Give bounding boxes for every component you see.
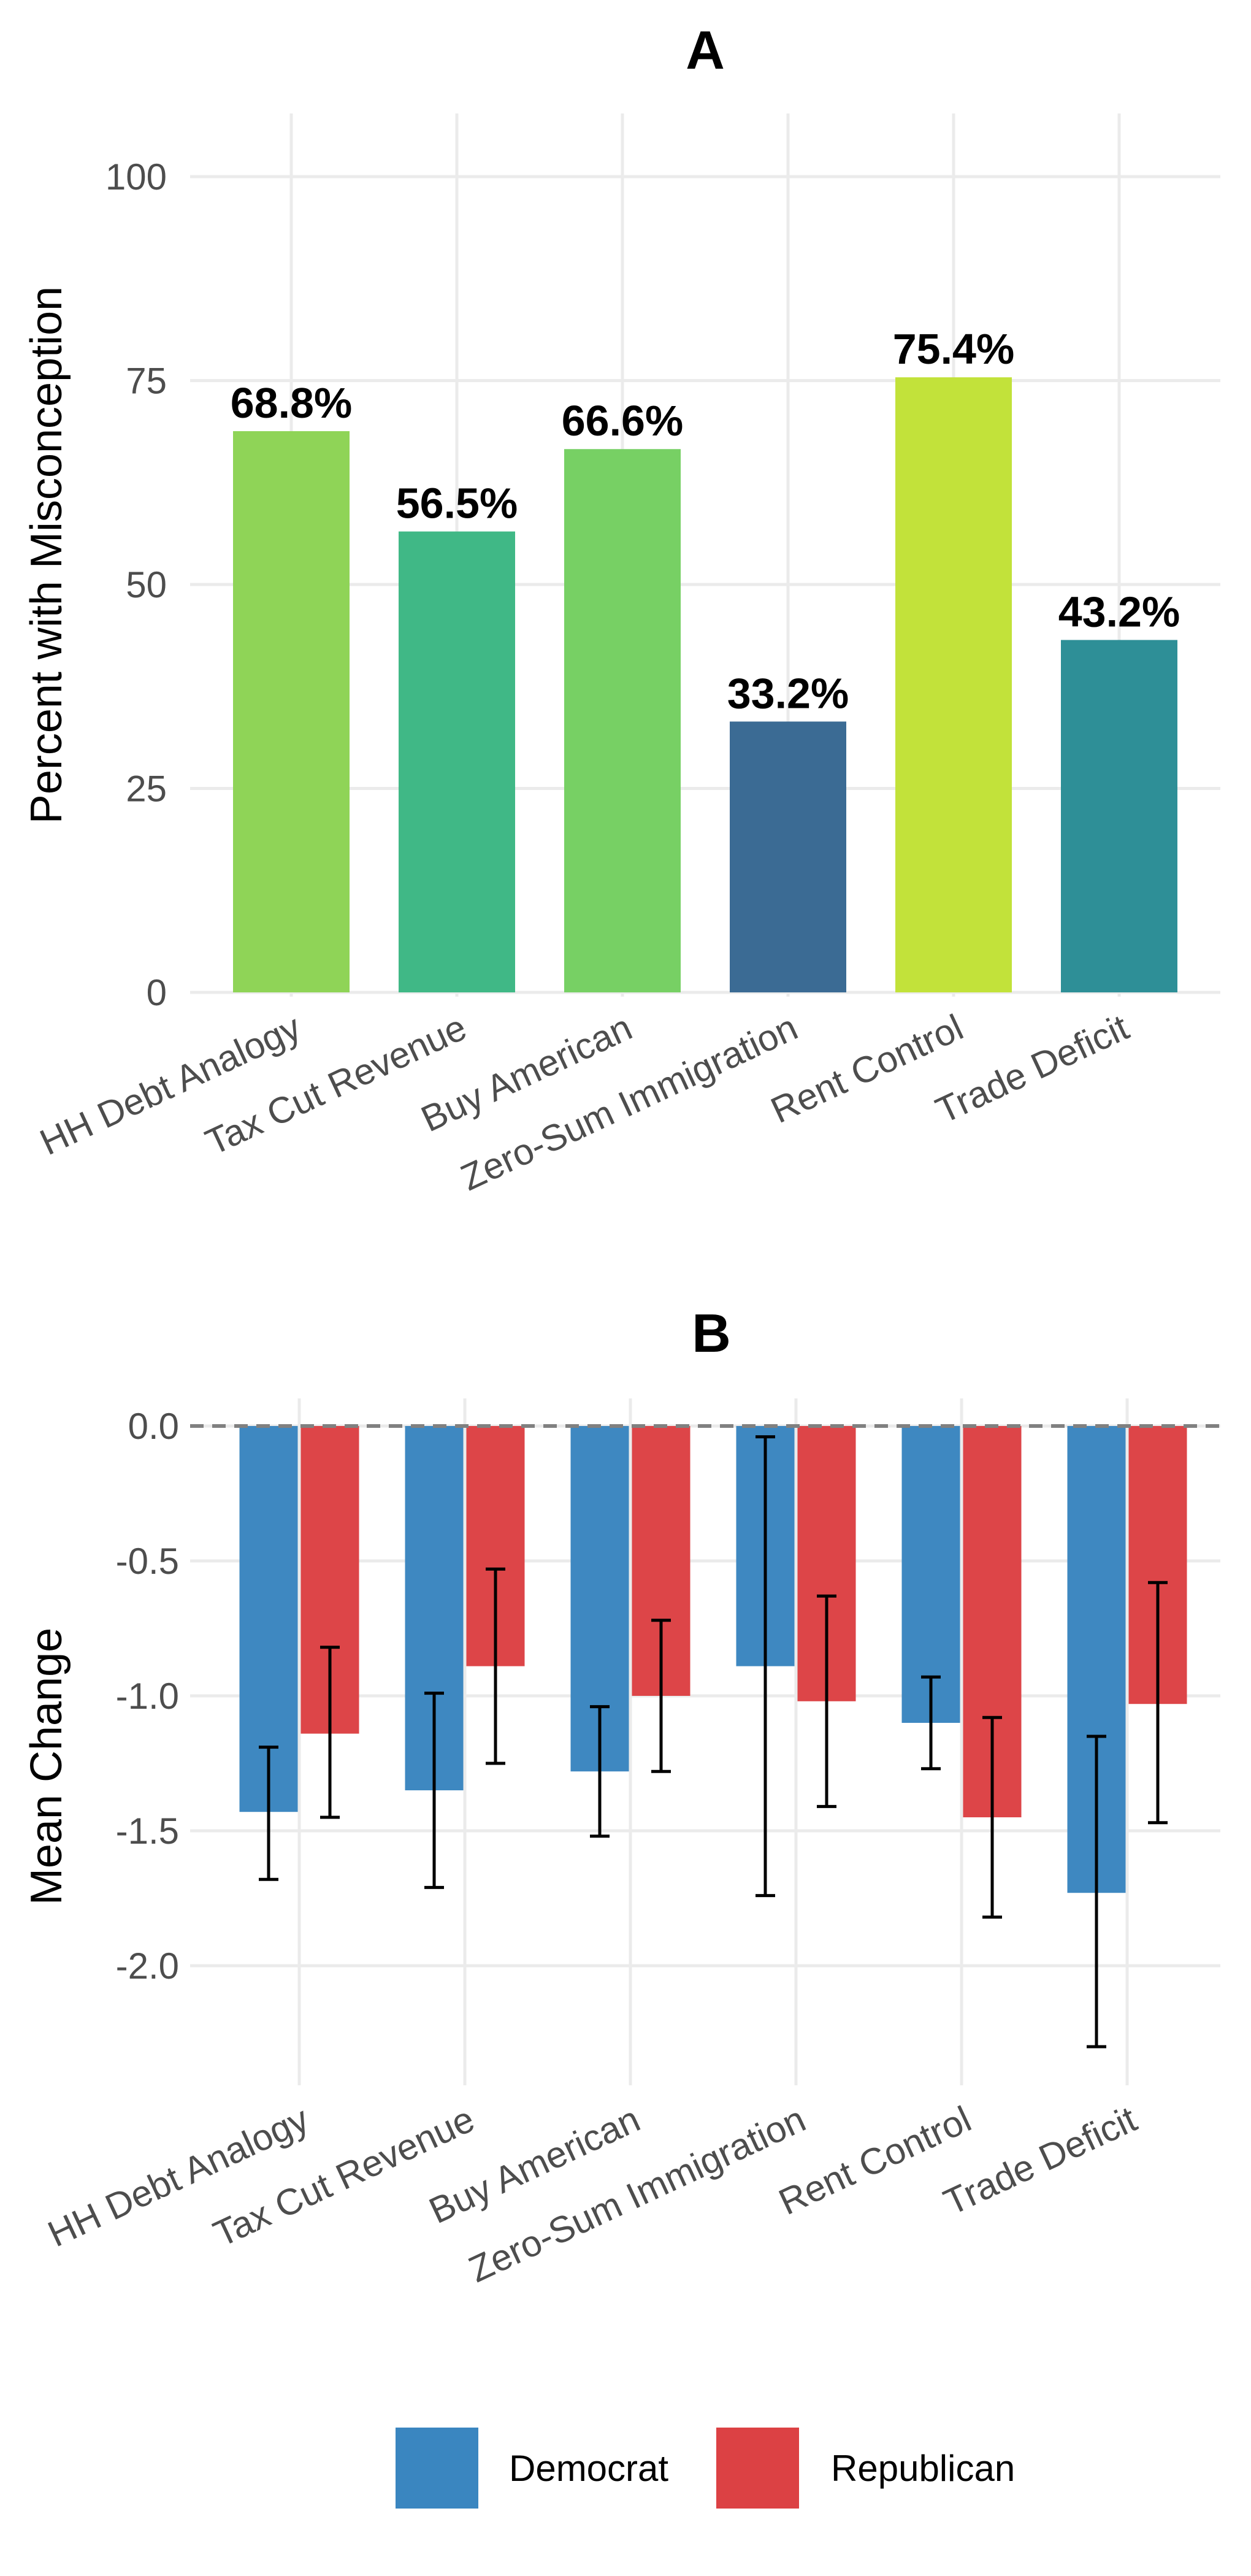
panel-b-y-tick-label: -0.5 xyxy=(116,1541,179,1582)
panel-b: B Mean Change 0.0 -0.5 -1.0 -1.5 -2.0 HH Deb… xyxy=(22,1303,1220,2290)
error-bar-democrat-buy-american xyxy=(590,1705,610,1838)
panel-b-y-ticks: 0.0 -0.5 -1.0 -1.5 -2.0 xyxy=(116,1406,179,1987)
error-bar-republican-tax-cut-revenue xyxy=(486,1567,505,1765)
error-bar-republican-rent-control xyxy=(982,1715,1002,1919)
panel-a-y-tick-label: 0 xyxy=(147,972,167,1013)
panel-b-grid xyxy=(190,1398,1220,2085)
error-bar-democrat-tax-cut-revenue xyxy=(424,1692,444,1889)
bar-rent-control xyxy=(895,377,1012,992)
panel-a-data-labels: 68.8% 56.5% 66.6% 33.2% 75.4% 43.2% xyxy=(231,325,1180,717)
data-label-trade-deficit: 43.2% xyxy=(1058,588,1180,635)
panel-a-y-tick-label: 25 xyxy=(126,769,167,810)
panel-a-bars xyxy=(233,377,1177,992)
panel-b-title: B xyxy=(692,1303,731,1363)
data-label-zero-sum-immigration: 33.2% xyxy=(727,669,849,717)
panel-a: A Percent with Misconception 0255075100 … xyxy=(22,20,1220,1198)
error-bar-democrat-rent-control xyxy=(921,1675,941,1771)
error-bar-republican-zero-sum-immigration xyxy=(817,1594,836,1808)
bar-tax-cut-revenue xyxy=(399,531,515,992)
panel-b-y-axis-label: Mean Change xyxy=(22,1628,71,1905)
data-label-hh-debt-analogy: 68.8% xyxy=(231,379,352,427)
error-bar-republican-hh-debt-analogy xyxy=(320,1646,340,1819)
data-label-tax-cut-revenue: 56.5% xyxy=(396,480,518,527)
bar-zero-sum-immigration xyxy=(730,721,846,992)
bar-buy-american xyxy=(564,449,681,992)
data-label-buy-american: 66.6% xyxy=(562,397,683,445)
error-bar-republican-trade-deficit xyxy=(1148,1581,1168,1825)
error-bar-republican-buy-american xyxy=(651,1619,671,1773)
panel-b-bars xyxy=(239,1426,1187,1893)
panel-a-y-tick-label: 50 xyxy=(126,564,167,605)
error-bar-democrat-hh-debt-analogy xyxy=(259,1746,278,1881)
legend-label-democrat: Democrat xyxy=(509,2448,668,2489)
legend-label-republican: Republican xyxy=(831,2448,1015,2489)
legend: Democrat Republican xyxy=(396,2428,1015,2509)
legend-key-republican xyxy=(716,2428,799,2509)
error-bar-democrat-trade-deficit xyxy=(1087,1735,1106,2049)
panel-a-y-ticks: 0 25 50 75 100 xyxy=(105,156,167,1013)
panel-b-y-tick-label: -2.0 xyxy=(116,1945,179,1987)
bar-hh-debt-analogy xyxy=(233,431,350,992)
panel-a-y-axis-label: Percent with Misconception xyxy=(22,286,71,824)
legend-key-democrat xyxy=(396,2428,478,2509)
panel-b-y-tick-label: 0.0 xyxy=(128,1406,179,1447)
panel-a-title: A xyxy=(686,20,725,80)
panel-a-y-tick-label: 100 xyxy=(105,156,167,197)
panel-b-y-tick-label: -1.5 xyxy=(116,1811,179,1852)
data-label-rent-control: 75.4% xyxy=(893,325,1014,373)
bar-trade-deficit xyxy=(1061,640,1177,992)
panel-a-y-tick-label: 75 xyxy=(126,361,167,402)
panel-b-y-tick-label: -1.0 xyxy=(116,1676,179,1717)
panel-b-error-bars xyxy=(259,1435,1168,2049)
bar-democrat-rent-control xyxy=(901,1426,960,1723)
error-bar-democrat-zero-sum-immigration xyxy=(756,1435,775,1898)
